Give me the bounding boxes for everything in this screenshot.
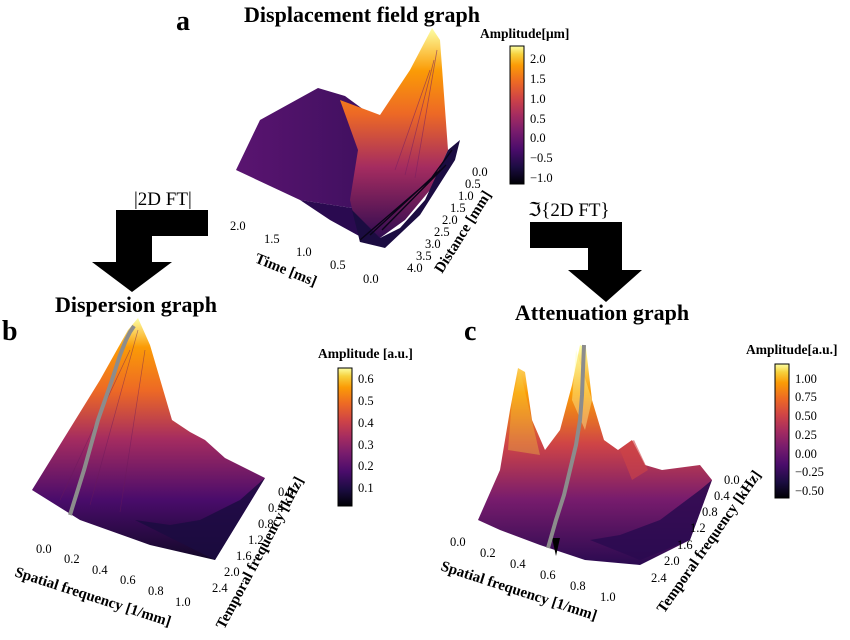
operation-left: |2D FT| — [92, 189, 208, 292]
operation-left-label: |2D FT| — [134, 189, 192, 210]
panel-a-surface — [236, 28, 460, 248]
arrow-right-icon — [530, 222, 642, 302]
panel-c: c Attenuation graph 0.0 0.2 0.4 0.6 0.8 … — [439, 300, 838, 624]
tick-label: 3.5 — [416, 249, 432, 263]
tick-label: 1.0 — [296, 245, 312, 259]
colorbar-title: Amplitude[μm] — [480, 26, 569, 41]
tick-label: 0.0 — [472, 165, 488, 179]
tick-label: 2.0 — [224, 565, 240, 579]
colorbar-tick: 0.0 — [530, 131, 546, 145]
colorbar-tick: 0.75 — [795, 390, 817, 404]
tick-label: 2.5 — [434, 225, 450, 239]
tick-label: 0.4 — [714, 489, 730, 503]
tick-label: 0.2 — [480, 546, 496, 560]
panel-c-ridge-line — [546, 344, 586, 549]
tick-label: 1.0 — [458, 189, 474, 203]
colorbar-tick: 0.5 — [358, 394, 374, 408]
tick-label: 1.5 — [450, 201, 466, 215]
tick-label: 2.4 — [212, 581, 228, 595]
colorbar-tick: 1.5 — [530, 72, 546, 86]
colorbar-tick: 1.00 — [795, 372, 817, 386]
tick-label: 0.4 — [268, 501, 284, 515]
panel-a-letter: a — [176, 6, 190, 37]
panel-b-surface — [32, 318, 265, 560]
tick-label: 0.0 — [363, 272, 379, 286]
colorbar-tick: −1.0 — [530, 171, 553, 185]
colorbar-tick: 0.6 — [358, 372, 374, 386]
operation-right-label: ℑ{2D FT} — [528, 200, 610, 221]
operation-right: ℑ{2D FT} — [528, 200, 642, 302]
tick-label: 1.0 — [175, 595, 191, 609]
tick-label: 0.6 — [540, 568, 556, 582]
colorbar-title: Amplitude[a.u.] — [746, 342, 838, 357]
colorbar-tick: −0.50 — [795, 484, 824, 498]
tick-label: 2.0 — [442, 213, 458, 227]
tick-label: 0.2 — [64, 552, 80, 566]
panel-b-colorbar: Amplitude [a.u.] 0.6 0.5 0.4 0.3 0.2 0.1 — [318, 346, 413, 507]
tick-label: 3.0 — [425, 237, 441, 251]
tick-label: 1.6 — [236, 549, 252, 563]
panel-c-surface — [478, 344, 712, 565]
panel-b-x-axis: 0.0 0.2 0.4 0.6 0.8 1.0 Spatial frequenc… — [13, 542, 191, 630]
tick-label: 0.8 — [702, 505, 718, 519]
tick-label: 2.4 — [651, 571, 667, 585]
colorbar-tick: −0.5 — [530, 151, 553, 165]
tick-label: 1.6 — [677, 538, 693, 552]
tick-label: 1.5 — [264, 232, 280, 246]
tick-label: 0.8 — [258, 517, 274, 531]
colorbar-tick: 2.0 — [530, 52, 546, 66]
tick-label: 1.0 — [600, 590, 616, 604]
panel-a-colorbar: Amplitude[μm] 2.0 1.5 1.0 0.5 0.0 −0.5 −… — [480, 26, 569, 185]
colorbar-tick: −0.25 — [795, 465, 824, 479]
panel-b-ridge-line — [68, 324, 136, 516]
tick-label: 0.8 — [148, 584, 164, 598]
colorbar-tick: 0.2 — [358, 459, 374, 473]
colorbar-tick: 0.4 — [358, 416, 374, 430]
tick-label: 4.0 — [407, 261, 423, 275]
arrow-left-icon — [92, 210, 208, 292]
panel-c-title: Attenuation graph — [515, 300, 689, 325]
colorbar-tick: 0.3 — [358, 438, 374, 452]
panel-c-colorbar: Amplitude[a.u.] 1.00 0.75 0.50 0.25 0.00… — [746, 342, 838, 499]
tick-label: 0.8 — [570, 579, 586, 593]
tick-label: 1.2 — [690, 521, 706, 535]
tick-label: 0.4 — [510, 557, 526, 571]
colorbar-tick: 1.0 — [530, 92, 546, 106]
panel-b: b Dispersion graph 0.0 0.2 0.4 0.6 0.8 1… — [2, 292, 413, 632]
tick-label: 2.0 — [664, 554, 680, 568]
tick-label: 0.0 — [724, 473, 740, 487]
tick-label: 2.0 — [230, 219, 246, 233]
panel-c-dip — [552, 538, 560, 556]
colorbar-tick: 0.50 — [795, 409, 817, 423]
tick-label: 0.6 — [120, 573, 136, 587]
tick-label: 0.5 — [330, 258, 346, 272]
tick-label: 0.0 — [278, 485, 294, 499]
panel-a-title: Displacement field graph — [244, 2, 480, 27]
colorbar-tick: 0.00 — [795, 447, 817, 461]
panel-a: a Displacement field graph 2.0 1.5 1.0 0… — [176, 2, 569, 290]
panel-b-title: Dispersion graph — [55, 292, 217, 317]
tick-label: 0.0 — [36, 542, 52, 556]
colorbar-tick: 0.1 — [358, 481, 374, 495]
tick-label: 0.4 — [92, 563, 108, 577]
tick-label: 1.2 — [248, 533, 264, 547]
colorbar-tick: 0.25 — [795, 428, 817, 442]
colorbar-title: Amplitude [a.u.] — [318, 346, 413, 361]
panel-c-letter: c — [464, 316, 476, 347]
colorbar-tick: 0.5 — [530, 112, 546, 126]
panel-b-letter: b — [2, 316, 18, 347]
tick-label: 0.0 — [450, 535, 466, 549]
tick-label: 0.5 — [465, 177, 481, 191]
